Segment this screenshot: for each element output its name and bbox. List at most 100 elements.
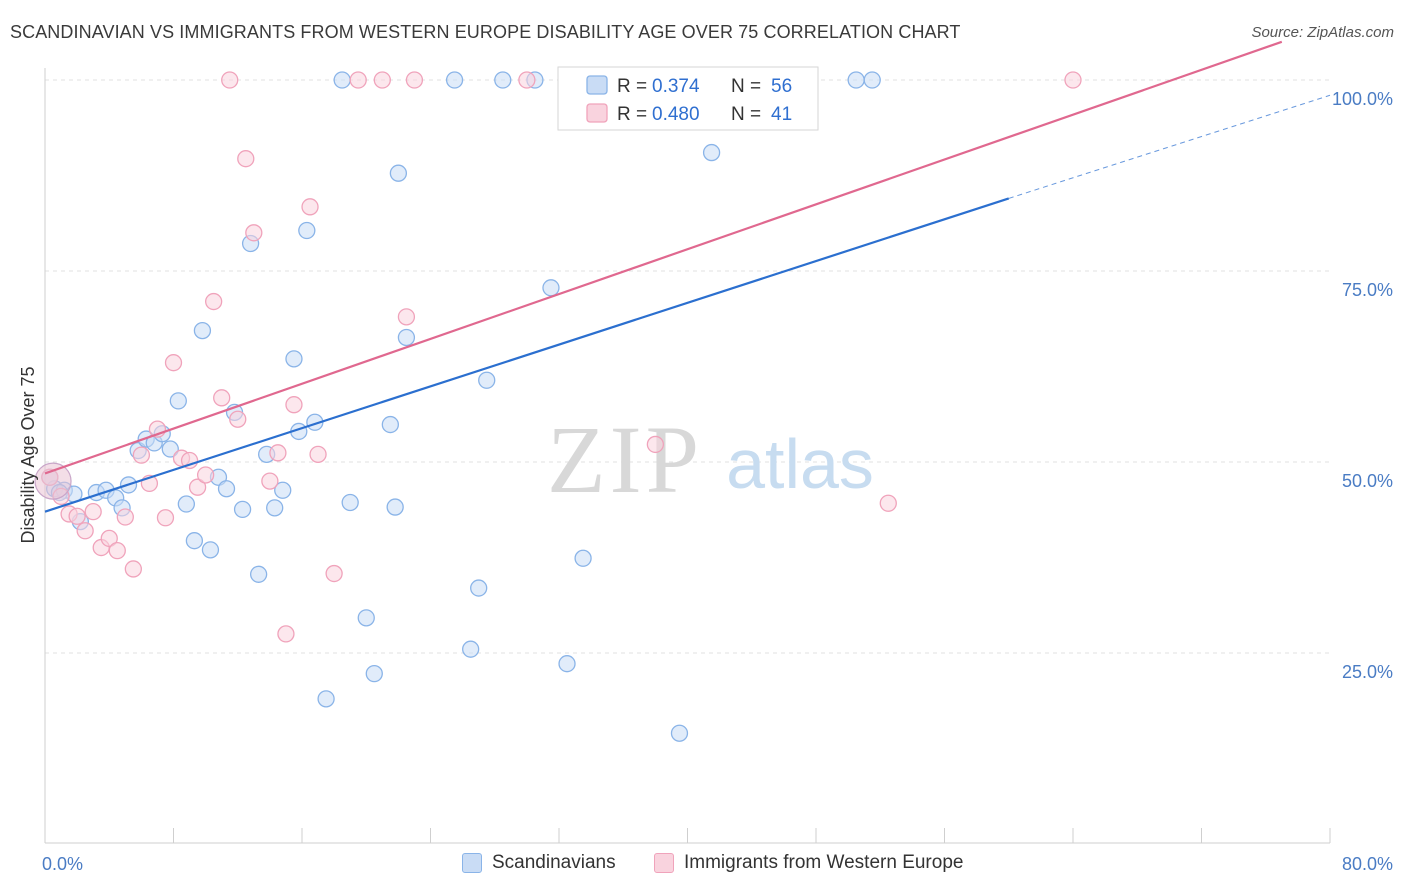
- series-legend: Scandinavians Immigrants from Western Eu…: [0, 850, 1406, 880]
- point-immigrants: [100, 529, 118, 548]
- point-scandinavians: [494, 71, 512, 89]
- stats-r-label: R =: [617, 76, 647, 97]
- point-immigrants: [646, 435, 665, 454]
- point-scandinavians: [381, 415, 399, 434]
- y-tick-label: 100.0%: [1332, 89, 1393, 109]
- point-immigrants: [285, 396, 303, 414]
- point-scandinavians: [574, 549, 592, 567]
- point-immigrants: [76, 522, 94, 540]
- point-scandinavians: [274, 481, 292, 499]
- point-cluster: [34, 462, 72, 500]
- point-scandinavians: [847, 71, 865, 89]
- legend-swatch-pink: [654, 853, 674, 873]
- trend-line-immigrants: [44, 40, 1283, 475]
- point-scandinavians: [193, 321, 212, 340]
- y-axis-label: Disability Age Over 75: [18, 366, 38, 543]
- point-immigrants: [156, 509, 175, 527]
- y-tick-labels: 25.0% 50.0% 75.0% 100.0%: [1332, 89, 1393, 682]
- point-immigrants: [1064, 71, 1082, 89]
- point-immigrants: [213, 389, 231, 407]
- point-immigrants: [309, 445, 327, 464]
- point-immigrants: [124, 560, 142, 578]
- stats-legend-box: R = 0.374 N = 56 R = 0.480 N = 41: [557, 66, 819, 131]
- point-scandinavians: [333, 71, 351, 89]
- stats-n-value: 56: [771, 76, 792, 97]
- stats-r-value: 0.480: [652, 104, 700, 125]
- chart-title: SCANDINAVIAN VS IMMIGRANTS FROM WESTERN …: [10, 22, 961, 42]
- point-immigrants: [301, 198, 319, 216]
- point-immigrants: [325, 564, 343, 583]
- legend-item-immigrants: Immigrants from Western Europe: [654, 852, 963, 874]
- point-scandinavians: [185, 532, 204, 550]
- point-immigrants: [261, 472, 279, 490]
- point-scandinavians: [365, 664, 383, 683]
- y-tick-label: 75.0%: [1342, 280, 1393, 300]
- legend-swatch-blue: [462, 853, 482, 873]
- legend-label: Scandinavians: [492, 852, 616, 873]
- x-tick-labels: 0.0% 80.0%: [42, 854, 1393, 874]
- point-scandinavians: [177, 495, 196, 513]
- point-scandinavians: [233, 500, 252, 519]
- point-scandinavians: [478, 371, 496, 389]
- point-immigrants: [196, 466, 215, 484]
- stats-n-value: 41: [771, 104, 792, 125]
- trend-lines: [44, 40, 1331, 513]
- trend-line-extension: [1008, 94, 1331, 199]
- watermark-atlas: atlas: [726, 425, 874, 503]
- point-scandinavians: [317, 690, 335, 708]
- point-immigrants: [237, 150, 255, 168]
- x-tick-label: 80.0%: [1342, 854, 1393, 874]
- point-scandinavians: [462, 640, 480, 658]
- point-immigrants: [229, 410, 247, 428]
- point-scandinavians: [169, 392, 187, 410]
- point-scandinavians: [445, 71, 464, 89]
- x-tick-label: 0.0%: [42, 854, 83, 874]
- point-immigrants: [269, 444, 287, 462]
- stats-r-value: 0.374: [652, 76, 700, 97]
- point-scandinavians: [670, 724, 689, 742]
- point-scandinavians: [217, 480, 236, 498]
- point-scandinavians: [397, 328, 416, 347]
- source-label: Source: ZipAtlas.com: [1251, 24, 1394, 41]
- legend-label: Immigrants from Western Europe: [684, 852, 964, 873]
- point-immigrants: [879, 494, 897, 512]
- point-scandinavians: [470, 579, 488, 597]
- point-immigrants: [405, 71, 424, 89]
- stats-swatch: [586, 103, 608, 123]
- stats-swatch: [586, 75, 608, 95]
- stats-n-label: N =: [731, 76, 761, 97]
- point-immigrants: [132, 446, 151, 464]
- point-scandinavians: [249, 565, 268, 583]
- point-scandinavians: [389, 164, 408, 182]
- point-immigrants: [116, 508, 134, 526]
- y-tick-label: 25.0%: [1342, 662, 1393, 682]
- point-immigrants: [349, 71, 367, 89]
- axes: [44, 68, 1331, 844]
- point-immigrants: [245, 224, 263, 242]
- point-scandinavians: [298, 221, 316, 240]
- y-tick-label: 50.0%: [1342, 471, 1393, 491]
- point-immigrants: [221, 71, 239, 89]
- point-scandinavians: [161, 440, 179, 458]
- point-immigrants: [164, 354, 183, 372]
- legend-item-scandinavians: Scandinavians: [462, 852, 616, 874]
- point-scandinavians: [542, 279, 560, 297]
- point-scandinavians: [702, 143, 721, 162]
- point-immigrants: [277, 625, 295, 643]
- data-points: [34, 71, 1082, 742]
- point-scandinavians: [341, 493, 359, 512]
- point-scandinavians: [266, 499, 284, 517]
- point-immigrants: [84, 503, 102, 521]
- point-immigrants: [188, 478, 207, 496]
- point-scandinavians: [285, 350, 303, 368]
- point-scandinavians: [201, 541, 220, 559]
- stats-n-label: N =: [731, 104, 761, 125]
- stats-r-label: R =: [617, 104, 647, 125]
- point-immigrants: [518, 71, 536, 89]
- point-immigrants: [397, 308, 416, 326]
- point-immigrants: [108, 541, 126, 560]
- trend-line-scandinavians: [44, 197, 1010, 513]
- point-scandinavians: [863, 71, 881, 89]
- point-immigrants: [373, 71, 391, 89]
